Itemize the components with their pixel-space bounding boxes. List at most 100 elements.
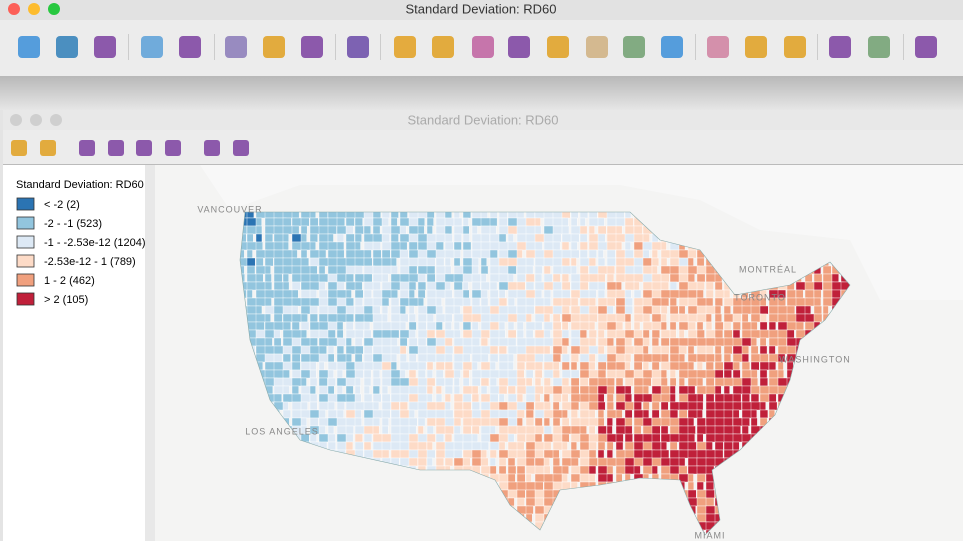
county	[381, 417, 389, 427]
county	[633, 449, 644, 459]
county	[399, 289, 409, 299]
county	[453, 313, 464, 323]
county	[732, 417, 743, 427]
toolbar-icon[interactable]	[547, 36, 569, 58]
county	[462, 401, 472, 411]
county	[426, 425, 434, 435]
county	[561, 329, 570, 339]
county	[678, 457, 686, 467]
toolbar-icon[interactable]	[18, 36, 40, 58]
county	[660, 313, 667, 323]
county	[624, 409, 633, 419]
toolbar-icon[interactable]	[432, 36, 454, 58]
county	[561, 225, 570, 235]
county	[507, 457, 516, 467]
toolbar-icon[interactable]	[301, 36, 323, 58]
county	[615, 473, 623, 483]
toolbar-icon[interactable]	[141, 36, 163, 58]
county	[363, 321, 371, 331]
county	[822, 305, 829, 315]
county	[498, 385, 508, 395]
toolbar-icon[interactable]	[94, 36, 116, 58]
county	[669, 409, 679, 419]
county	[435, 377, 446, 387]
county	[624, 217, 634, 227]
county	[336, 225, 347, 235]
toolbar-icon[interactable]	[661, 36, 683, 58]
toolbar-icon[interactable]	[472, 36, 494, 58]
toolbar-icon[interactable]	[263, 36, 285, 58]
toolbar-icon[interactable]	[508, 36, 530, 58]
toolbar-icon[interactable]	[868, 36, 890, 58]
toolbar-icon[interactable]	[745, 36, 767, 58]
toolbar-icon[interactable]	[586, 36, 608, 58]
county	[606, 281, 617, 291]
county	[399, 313, 409, 323]
toolbar-icon[interactable]	[56, 36, 78, 58]
county	[381, 273, 389, 283]
county	[390, 449, 401, 459]
toolbar-icon[interactable]	[136, 140, 152, 156]
zoom-button[interactable]	[48, 3, 60, 15]
minimize-button[interactable]	[30, 114, 42, 126]
county	[597, 401, 606, 411]
toolbar-icon[interactable]	[784, 36, 806, 58]
minimize-button[interactable]	[28, 3, 40, 15]
county	[345, 217, 355, 227]
county	[372, 249, 382, 259]
county	[363, 369, 372, 379]
county	[417, 417, 426, 427]
county	[363, 377, 372, 387]
county	[552, 225, 563, 235]
county	[300, 217, 310, 227]
toolbar-icon[interactable]	[915, 36, 937, 58]
toolbar-icon[interactable]	[79, 140, 95, 156]
toolbar-icon[interactable]	[204, 140, 220, 156]
toolbar-icon[interactable]	[11, 140, 27, 156]
county	[471, 265, 479, 275]
county	[354, 385, 361, 395]
county	[534, 393, 541, 403]
county	[759, 313, 767, 323]
county	[291, 385, 299, 395]
county	[363, 361, 374, 371]
county	[498, 457, 507, 467]
county	[615, 225, 623, 235]
county	[651, 249, 658, 259]
toolbar-icon[interactable]	[40, 140, 56, 156]
county	[633, 225, 643, 235]
county	[561, 377, 570, 387]
toolbar-icon[interactable]	[829, 36, 851, 58]
county	[651, 441, 662, 451]
county	[471, 217, 482, 227]
county	[552, 361, 560, 371]
county	[435, 441, 447, 451]
toolbar-icon[interactable]	[707, 36, 729, 58]
zoom-button[interactable]	[50, 114, 62, 126]
county	[282, 217, 292, 227]
close-button[interactable]	[8, 3, 20, 15]
county	[462, 249, 472, 259]
toolbar-icon[interactable]	[165, 140, 181, 156]
county	[597, 449, 605, 459]
county	[426, 417, 436, 427]
county	[345, 353, 352, 363]
county	[705, 393, 715, 403]
toolbar-icon[interactable]	[347, 36, 369, 58]
county	[516, 377, 526, 387]
toolbar-icon[interactable]	[233, 140, 249, 156]
toolbar-icon[interactable]	[108, 140, 124, 156]
county	[759, 377, 769, 387]
toolbar-icon[interactable]	[179, 36, 201, 58]
toolbar-icon[interactable]	[225, 36, 247, 58]
county	[435, 297, 442, 307]
county	[705, 321, 713, 331]
county	[732, 385, 743, 395]
county	[264, 249, 276, 259]
toolbar-icon[interactable]	[623, 36, 645, 58]
splitter[interactable]	[145, 165, 155, 541]
county	[354, 281, 363, 291]
county	[597, 425, 607, 435]
close-button[interactable]	[10, 114, 22, 126]
toolbar-icon[interactable]	[394, 36, 416, 58]
